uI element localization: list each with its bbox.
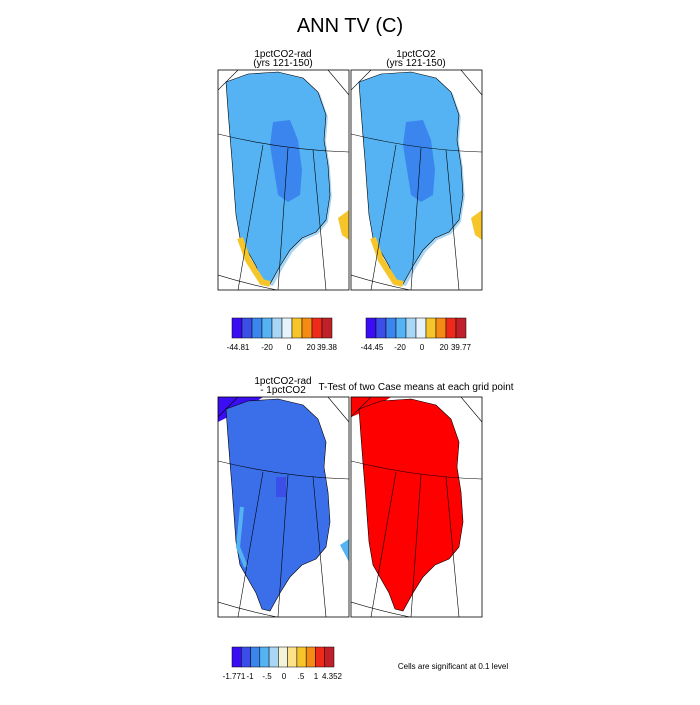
colorbar-label: -44.81 [227, 343, 250, 352]
colorbar-box [435, 317, 447, 339]
colorbar-label: -20 [261, 343, 273, 352]
map [351, 397, 482, 617]
colorbar-label: 39.77 [451, 343, 472, 352]
colorbar-label: 0 [287, 343, 292, 352]
colorbar-box [315, 646, 325, 668]
colorbar-label: 0 [282, 672, 287, 681]
colorbar-box [425, 317, 437, 339]
colorbar-label: -.5 [262, 672, 272, 681]
colorbar-box [291, 317, 303, 339]
colorbar-label: -20 [394, 343, 406, 352]
colorbar-box [324, 646, 335, 668]
colorbar-label: 4.352 [322, 672, 343, 681]
map [351, 70, 482, 290]
map [218, 397, 349, 617]
colorbar-label: 39.38 [317, 343, 338, 352]
colorbar-box [395, 317, 407, 339]
map-frame [217, 69, 350, 291]
colorbar-label: 20 [307, 343, 316, 352]
panel-title: 1pctCO2 [396, 49, 436, 60]
panel-title: (yrs 121-150) [386, 58, 445, 69]
colorbar-box [281, 317, 293, 339]
colorbar-box [251, 317, 263, 339]
colorbar-labels: -44.81 -20 0 20 39.38 -44.45 -20 0 20 39… [223, 343, 472, 681]
panel-title: 1pctCO2-rad [254, 49, 311, 60]
colorbar-box [259, 646, 270, 668]
note: Cells are significant at 0.1 level [398, 662, 509, 671]
colorbar-box [305, 646, 316, 668]
colorbar-box [365, 317, 377, 339]
colorbar-box [311, 317, 323, 339]
colorbar-box [278, 646, 288, 668]
map-frame [350, 69, 483, 291]
colorbar-label: .5 [298, 672, 305, 681]
figure-title: ANN TV (C) [297, 15, 403, 37]
colorbar-box [271, 317, 283, 339]
colorbar-box [405, 317, 417, 339]
colorbar-box [241, 317, 253, 339]
panel-title: - 1pctCO2 [260, 385, 306, 396]
colorbar-box [241, 646, 251, 668]
panel-title: 1pctCO2-rad [254, 376, 311, 387]
colorbar-box [445, 317, 457, 339]
colorbar-label: 1 [314, 672, 319, 681]
colorbar-box [268, 646, 279, 668]
colorbar-box [287, 646, 298, 668]
colorbar-box [415, 317, 427, 339]
colorbar-box [231, 646, 242, 668]
colorbar-box [375, 317, 387, 339]
colorbar-box [231, 317, 243, 339]
colorbar-box [321, 317, 333, 339]
colorbar-box [385, 317, 397, 339]
map-frame [217, 396, 350, 618]
colorbar-label: 20 [440, 343, 449, 352]
colorbar-box [261, 317, 273, 339]
colorbar-label: -1.771 [223, 672, 246, 681]
colorbar-box [301, 317, 313, 339]
map [218, 70, 349, 290]
colorbar-box [250, 646, 261, 668]
panel-title: T-Test of two Case means at each grid po… [318, 382, 513, 393]
colorbar-box [455, 317, 467, 339]
colorbar-box [296, 646, 307, 668]
colorbar-label: 0 [420, 343, 425, 352]
colorbar-label: -44.45 [361, 343, 384, 352]
map-frame [350, 396, 483, 618]
panel-title: (yrs 121-150) [253, 58, 312, 69]
colorbar-label: -1 [246, 672, 254, 681]
